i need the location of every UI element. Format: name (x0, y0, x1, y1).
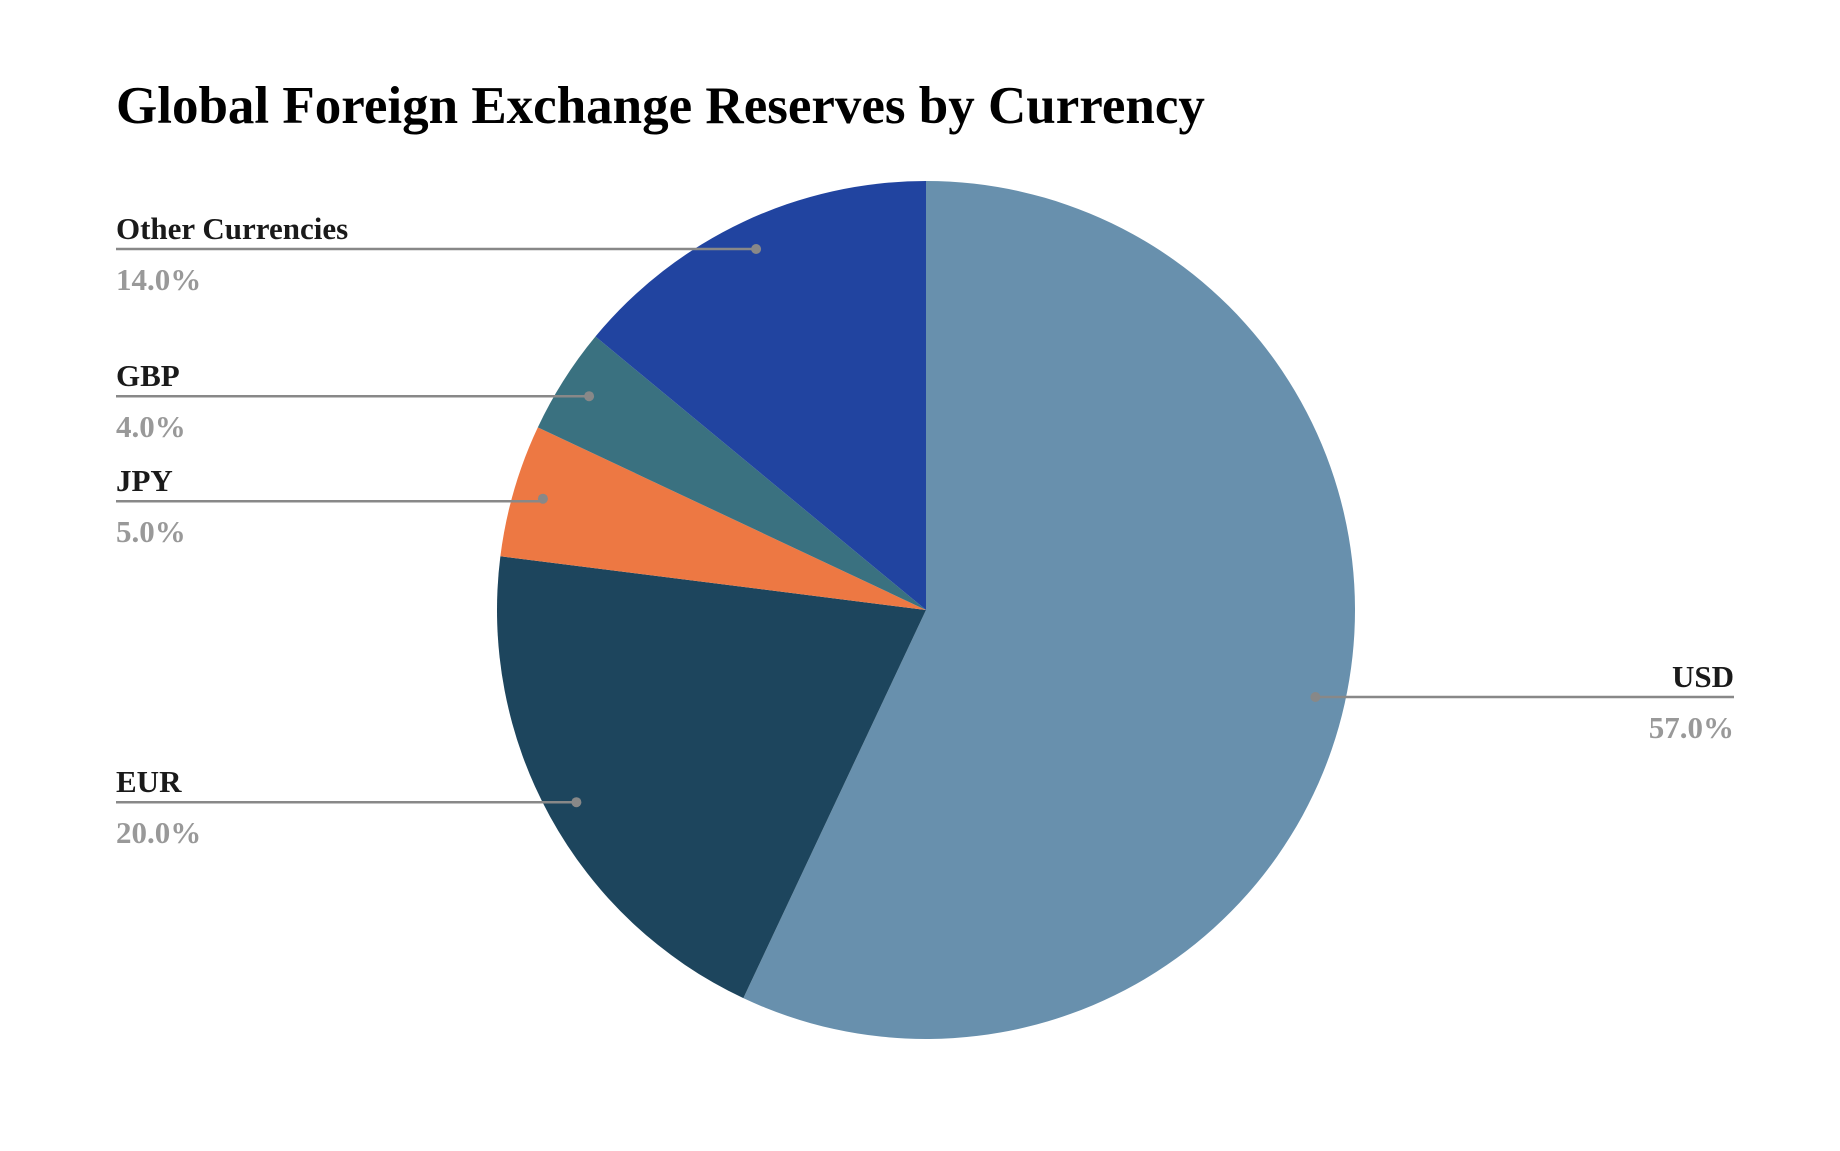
slice-label-gbp: GBP (116, 358, 180, 393)
slice-percent-gbp: 4.0% (116, 409, 186, 444)
slice-label-group-usd: USD 57.0% (1310, 659, 1734, 745)
slice-percent-eur: 20.0% (116, 815, 201, 850)
slice-label-group-jpy: JPY 5.0% (116, 463, 548, 549)
slice-label-group-eur: EUR 20.0% (116, 764, 582, 850)
slice-label-other-currencies: Other Currencies (116, 211, 348, 246)
pie-slice-jpy (500, 427, 926, 610)
slice-label-usd: USD (1672, 659, 1734, 694)
leader-dot-jpy (537, 493, 548, 504)
leader-dot-usd (1310, 692, 1321, 702)
pie-slice-eur (496, 556, 926, 999)
slice-percent-jpy: 5.0% (116, 514, 186, 549)
slice-percent-usd: 57.0% (1649, 710, 1734, 745)
slice-percent-other-currencies: 14.0% (116, 262, 201, 297)
slice-label-jpy: JPY (116, 463, 173, 498)
pie-slice-gbp (537, 336, 926, 610)
slice-label-group-gbp: GBP 4.0% (116, 358, 595, 444)
leader-dot-eur (571, 797, 582, 808)
leader-line-jpy (116, 498, 545, 503)
slice-label-group-other-currencies: Other Currencies 14.0% (116, 211, 762, 297)
chart-title: Global Foreign Exchange Reserves by Curr… (116, 77, 1205, 135)
leader-dot-gbp (584, 391, 595, 402)
pie-slice-usd (743, 181, 1356, 1039)
slice-label-eur: EUR (116, 764, 182, 799)
leader-dot-other-currencies (751, 244, 762, 254)
pie-slice-other-currencies (595, 181, 926, 610)
